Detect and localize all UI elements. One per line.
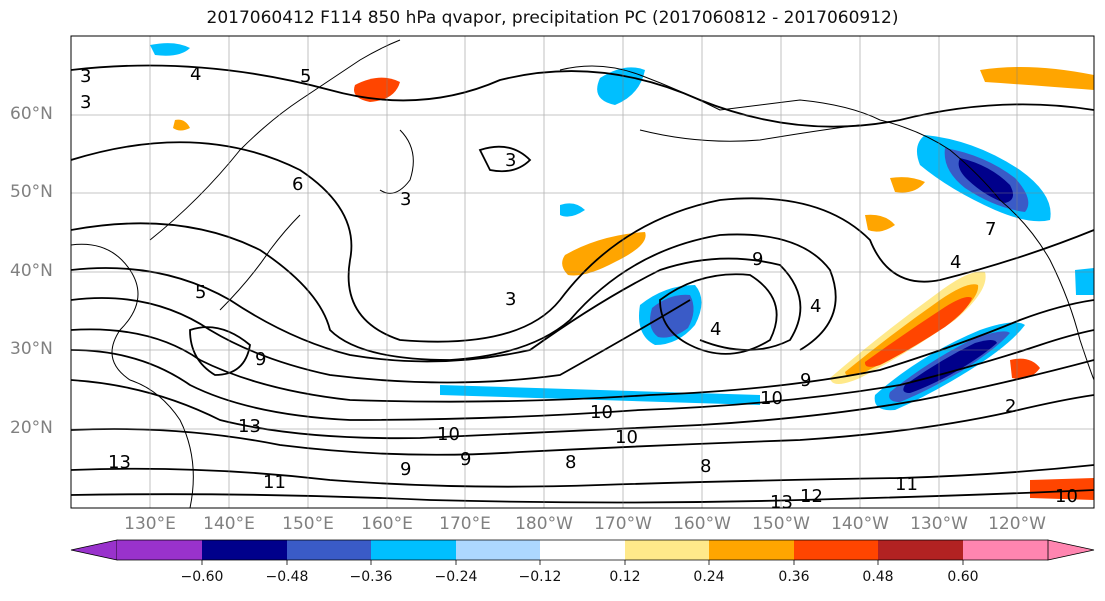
contour-label: 4: [190, 64, 201, 85]
colorbar-tick: −0.12: [518, 569, 562, 585]
contour-label: 5: [195, 282, 206, 303]
contour-label: 12: [800, 486, 823, 507]
lon-label-140w: 140°W: [831, 514, 889, 534]
contour-label: 4: [710, 319, 721, 340]
colorbar-bin: [963, 540, 1048, 560]
lat-label-60n: 60°N: [10, 104, 53, 124]
contour-label: 4: [950, 252, 961, 273]
colorbar-extend-max: [1047, 539, 1095, 561]
contour-label: 9: [752, 249, 763, 270]
colorbar-bin: [878, 540, 963, 560]
colorbar-tick: 0.48: [862, 569, 894, 585]
contour-label: 10: [437, 424, 460, 445]
colorbar-bin: [202, 540, 287, 560]
contour-label: 13: [238, 416, 261, 437]
lat-label-50n: 50°N: [10, 182, 53, 202]
contour-label: 3: [505, 289, 516, 310]
lon-label-150e: 150°E: [282, 514, 334, 534]
contour-label: 3: [80, 66, 91, 87]
colorbar: [70, 539, 1095, 565]
colorbar-tick: −0.48: [265, 569, 309, 585]
contour-label: 13: [770, 492, 793, 513]
lat-label-40n: 40°N: [10, 261, 53, 281]
contour-label: 10: [760, 388, 783, 409]
contour-label: 9: [460, 449, 471, 470]
contour-label: 11: [263, 472, 286, 493]
contour-label: 9: [400, 459, 411, 480]
colorbar-bin: [709, 540, 794, 560]
contour-label: 4: [810, 296, 821, 317]
contour-label: 9: [800, 370, 811, 391]
colorbar-bin: [117, 540, 202, 560]
contour-label: 7: [985, 219, 996, 240]
coastlines: [71, 39, 1094, 508]
colorbar-tick: −0.60: [180, 569, 224, 585]
colorbar-tick: −0.24: [434, 569, 478, 585]
contour-label: 9: [255, 349, 266, 370]
colorbar-bin: [456, 540, 540, 560]
contour-label: 2: [1005, 396, 1016, 417]
contour-label: 5: [300, 66, 311, 87]
contour-label: 6: [292, 174, 303, 195]
contour-label: 13: [108, 452, 131, 473]
lat-label-20n: 20°N: [10, 418, 53, 438]
lon-label-170w: 170°W: [594, 514, 652, 534]
colorbar-tick: 0.60: [947, 569, 979, 585]
lon-label-150w: 150°W: [752, 514, 810, 534]
lon-label-130w: 130°W: [910, 514, 968, 534]
qvapor-contours: [71, 64, 1094, 504]
map-frame: [70, 35, 1095, 509]
contour-label: 8: [565, 452, 576, 473]
contour-label: 10: [590, 402, 613, 423]
lon-label-160w: 160°W: [673, 514, 731, 534]
colorbar-tick: 0.36: [778, 569, 810, 585]
map-title: 2017060412 F114 850 hPa qvapor, precipit…: [206, 8, 899, 28]
colorbar-tick: 0.24: [693, 569, 725, 585]
lat-label-30n: 30°N: [10, 339, 53, 359]
lon-label-130e: 130°E: [124, 514, 176, 534]
contour-label: 3: [80, 92, 91, 113]
lon-label-120w: 120°W: [988, 514, 1046, 534]
colorbar-bin: [625, 540, 709, 560]
colorbar-tick: −0.36: [349, 569, 393, 585]
colorbar-bin: [540, 540, 625, 560]
lon-label-170e: 170°E: [439, 514, 491, 534]
colorbar-bin: [287, 540, 371, 560]
contour-label: 10: [615, 427, 638, 448]
graticule: [71, 36, 1094, 508]
lon-label-160e: 160°E: [361, 514, 413, 534]
lon-label-140e: 140°E: [203, 514, 255, 534]
lon-label-180w: 180°W: [515, 514, 573, 534]
colorbar-tick: 0.12: [609, 569, 641, 585]
contour-label: 3: [400, 189, 411, 210]
contour-label: 3: [505, 150, 516, 171]
contour-label: 10: [1055, 486, 1078, 507]
colorbar-bin: [371, 540, 456, 560]
colorbar-extend-min: [70, 539, 118, 561]
contour-label: 8: [700, 456, 711, 477]
colorbar-bin: [794, 540, 878, 560]
contour-label: 11: [895, 474, 918, 495]
